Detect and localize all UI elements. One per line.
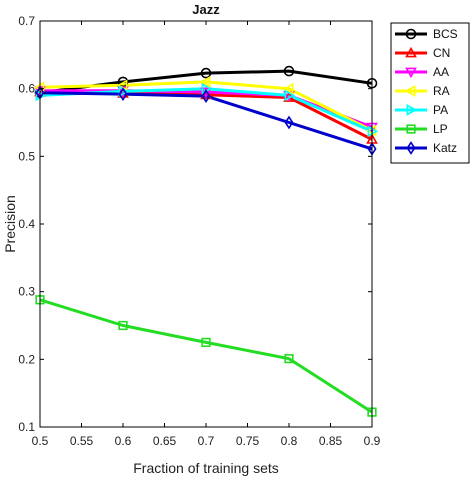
y-tick-label: 0.2 xyxy=(18,352,35,366)
series-line-lp xyxy=(39,298,373,414)
x-tick-label: 0.55 xyxy=(70,434,94,448)
x-tick-label: 0.5 xyxy=(32,434,49,448)
x-tick-label: 0.8 xyxy=(281,434,298,448)
legend-marker-bcs xyxy=(405,28,417,40)
x-tick-label: 0.75 xyxy=(236,434,260,448)
legend-label-ra: RA xyxy=(433,84,450,98)
x-tick-label: 0.9 xyxy=(364,434,381,448)
data-point-lp xyxy=(284,354,294,364)
legend-marker-cn xyxy=(405,46,417,58)
legend-marker-lp xyxy=(406,124,416,134)
data-point-ra xyxy=(199,76,211,88)
x-tick-label: 0.7 xyxy=(198,434,215,448)
data-point-pa xyxy=(284,89,296,102)
legend-label-cn: CN xyxy=(433,46,450,60)
legend-label-bcs: BCS xyxy=(433,27,458,41)
y-tick-label: 0.1 xyxy=(18,420,35,434)
legend-marker-katz xyxy=(406,141,416,155)
data-point-lp xyxy=(118,320,128,331)
y-tick-label: 0.6 xyxy=(18,82,35,96)
data-point-katz xyxy=(201,89,211,103)
y-axis-title: Precision xyxy=(2,195,18,253)
chart-title: Jazz xyxy=(192,2,220,17)
series-line-ra xyxy=(39,80,373,132)
data-point-ra xyxy=(282,82,294,95)
data-point-bcs xyxy=(283,65,295,77)
x-axis-title: Fraction of training sets xyxy=(133,460,279,476)
legend: BCS CN AA RA PA LP Katz xyxy=(390,22,470,164)
data-point-lp xyxy=(201,337,211,348)
legend-label-lp: LP xyxy=(433,122,448,136)
y-tick-label: 0.7 xyxy=(18,14,35,28)
legend-box xyxy=(390,22,470,164)
legend-marker-aa xyxy=(405,67,417,79)
legend-marker-pa xyxy=(406,104,418,116)
legend-label-aa: AA xyxy=(433,65,449,79)
axis-ticks: 0.5 0.55 0.6 0.65 0.7 0.75 0.8 0.85 0.9 0.1 0.2 0.3… xyxy=(18,14,380,448)
x-tick-label: 0.6 xyxy=(115,434,132,448)
data-point-katz xyxy=(284,115,294,130)
legend-label-katz: Katz xyxy=(433,141,457,155)
data-point-bcs xyxy=(200,67,212,79)
x-tick-label: 0.85 xyxy=(319,434,343,448)
y-tick-label: 0.3 xyxy=(18,285,35,299)
data-point-katz xyxy=(118,87,128,101)
y-tick-label: 0.4 xyxy=(18,217,35,231)
legend-label-pa: PA xyxy=(433,103,448,117)
y-tick-label: 0.5 xyxy=(18,149,35,163)
data-point-ra xyxy=(116,79,128,92)
x-tick-label: 0.65 xyxy=(153,434,177,448)
legend-marker-ra xyxy=(404,85,416,97)
